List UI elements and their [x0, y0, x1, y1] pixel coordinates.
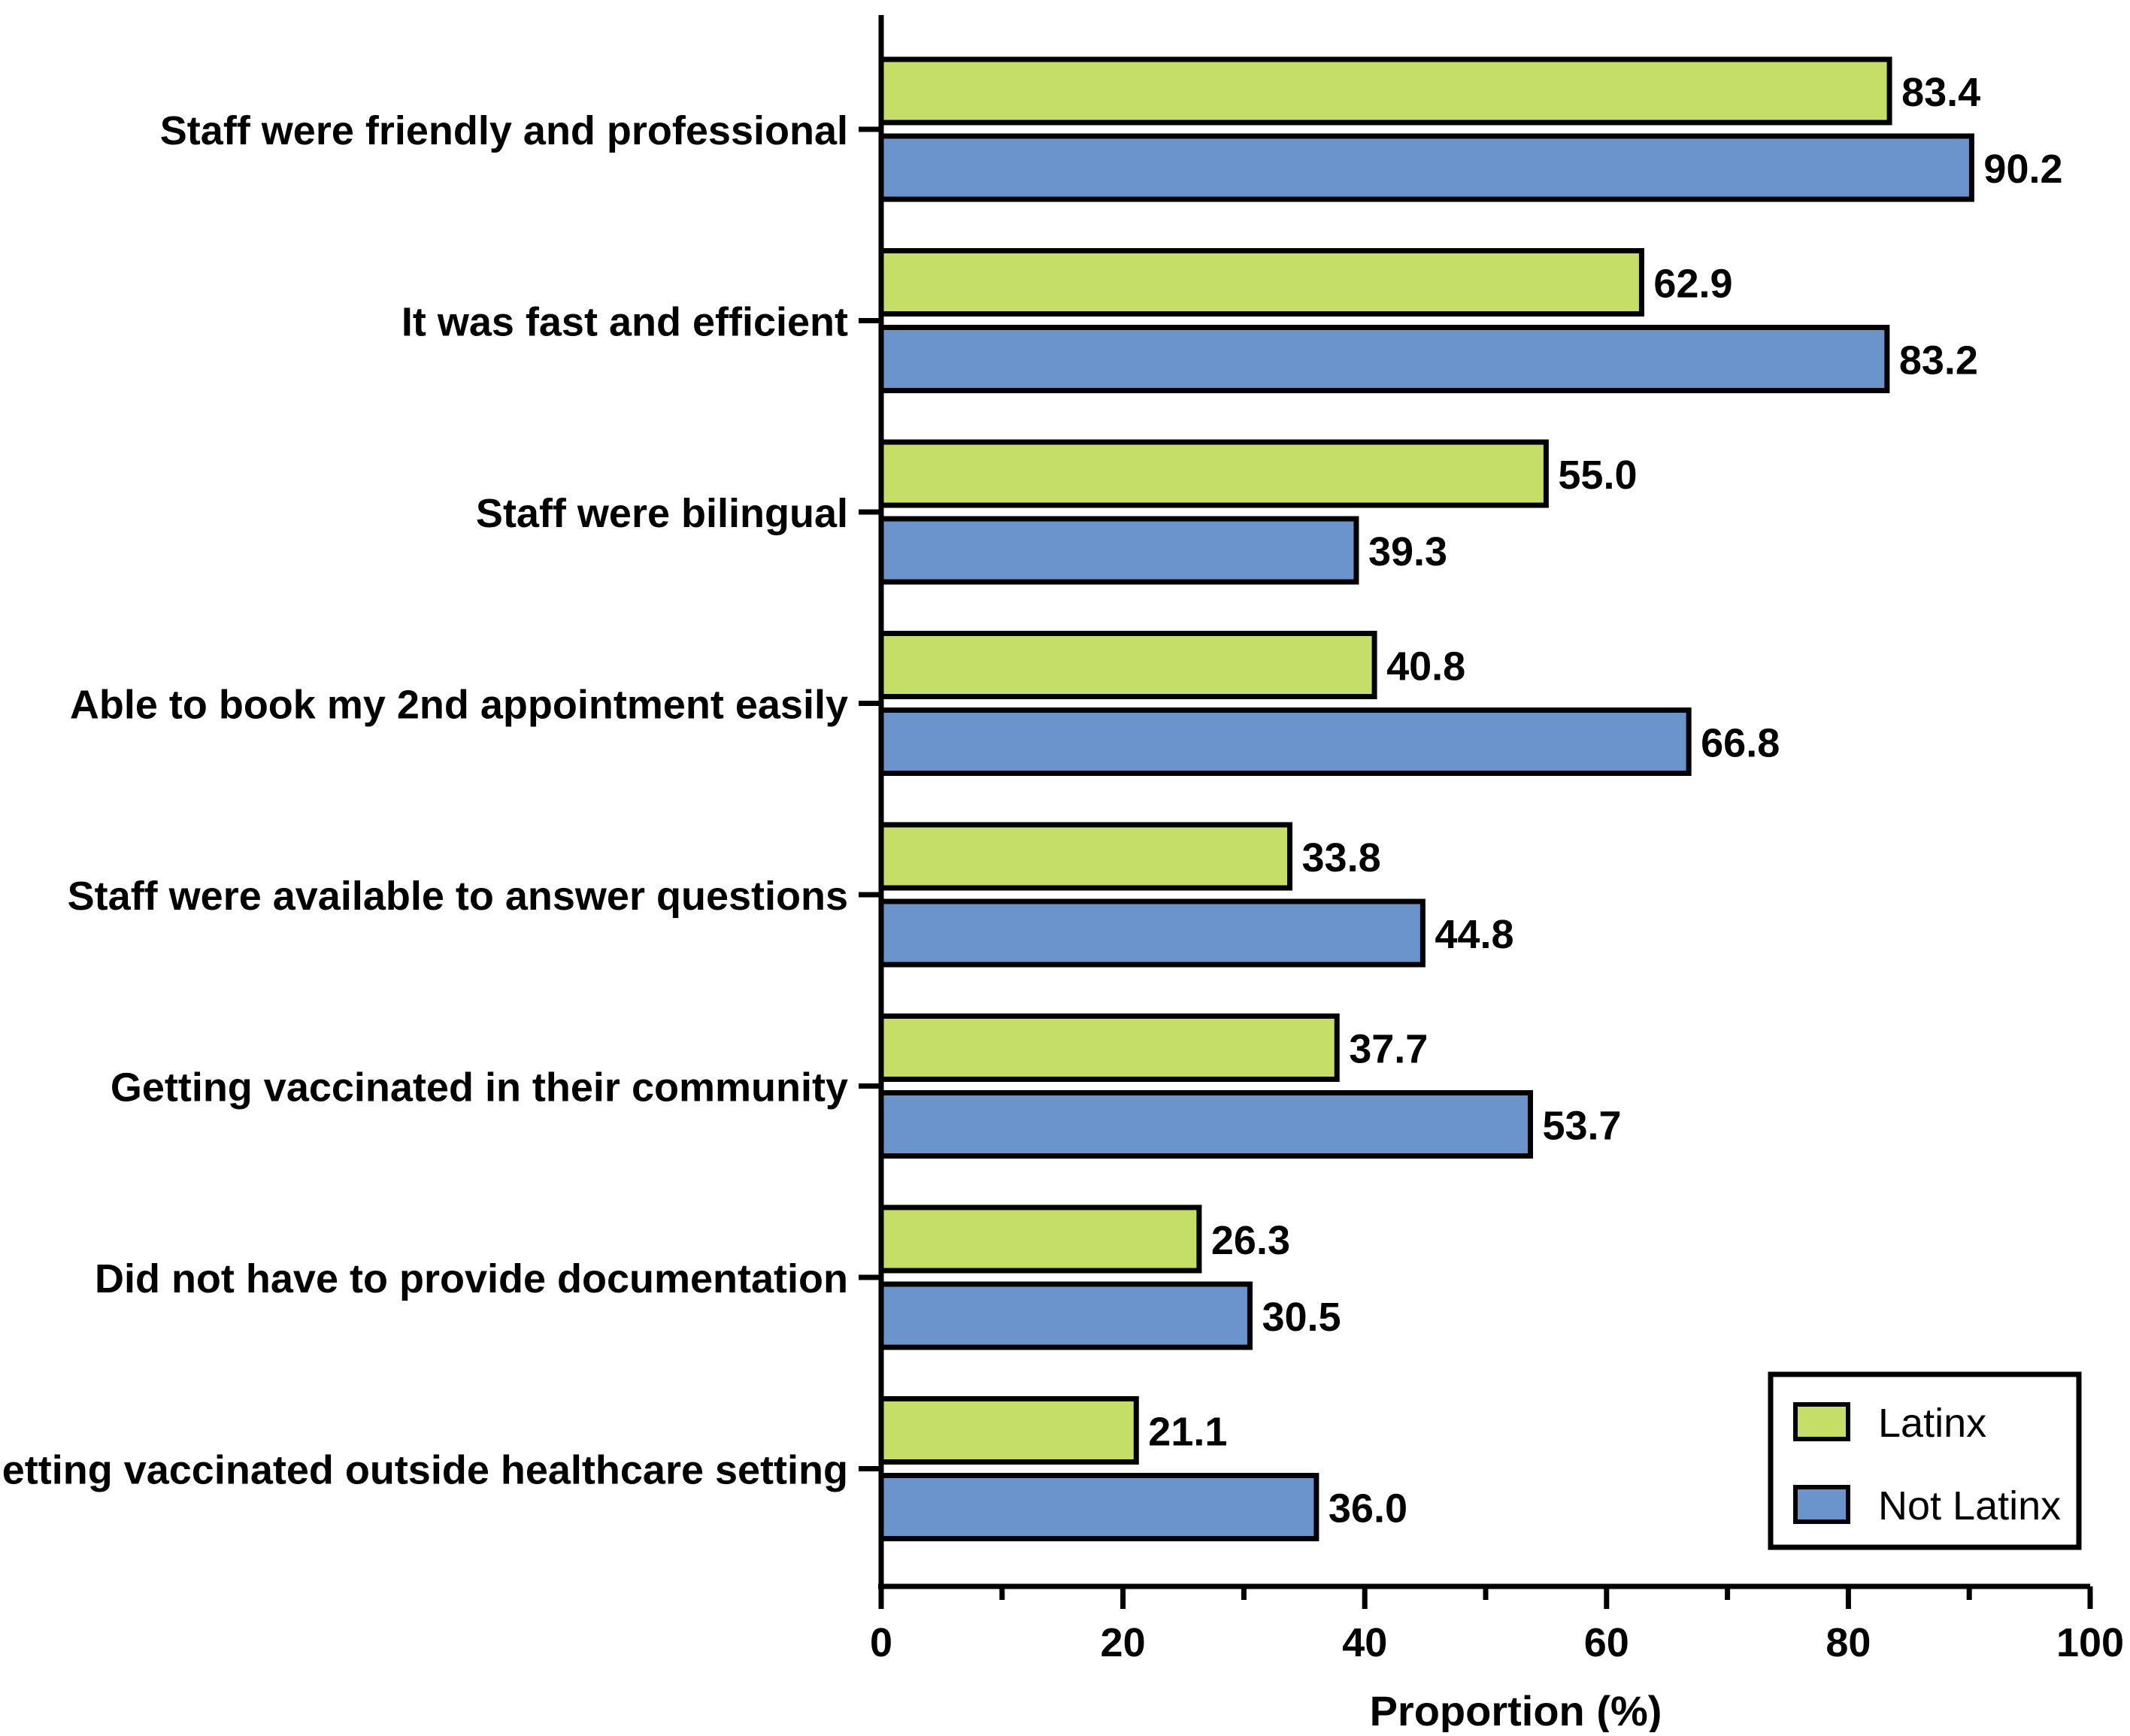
data-label: 83.2	[1899, 338, 1978, 383]
bar-latinx	[878, 1013, 1340, 1082]
bar-not-latinx	[878, 133, 1974, 202]
legend-swatch-not-latinx	[1793, 1485, 1850, 1524]
data-label: 26.3	[1211, 1218, 1290, 1263]
x-axis-title: Proportion (%)	[1370, 1687, 1662, 1732]
bar-latinx	[878, 1204, 1202, 1274]
x-tick-label: 20	[1101, 1620, 1146, 1665]
labels-layer: Staff were friendly and professional 83.4…	[0, 70, 2124, 1665]
data-label: 40.8	[1386, 644, 1465, 689]
x-tick-label: 0	[870, 1620, 892, 1665]
bar-latinx	[878, 1396, 1139, 1465]
data-label: 55.0	[1558, 453, 1637, 498]
bar-not-latinx	[878, 516, 1359, 585]
data-label: 33.8	[1302, 835, 1381, 880]
bar-latinx	[878, 631, 1377, 699]
bar-latinx	[878, 439, 1549, 508]
category-label: Did not have to provide documentation	[95, 1256, 848, 1301]
category-label: Able to book my 2nd appointment easily	[70, 683, 848, 728]
legend-swatch-latinx	[1793, 1402, 1850, 1441]
data-label: 37.7	[1349, 1027, 1428, 1072]
category-label: Getting vaccinated in their community	[111, 1065, 848, 1110]
x-tick-label: 80	[1825, 1620, 1871, 1665]
legend: Latinx Not Latinx	[1768, 1371, 2082, 1550]
bars-layer	[878, 56, 1974, 1541]
axes-layer	[859, 15, 2093, 1609]
bar-latinx	[878, 248, 1644, 317]
data-label: 62.9	[1653, 262, 1732, 307]
bar-not-latinx	[878, 707, 1692, 776]
bar-not-latinx	[878, 325, 1890, 393]
category-label: Staff were bilingual	[476, 491, 848, 536]
legend-label-latinx: Latinx	[1878, 1401, 1986, 1446]
data-label: 66.8	[1701, 721, 1780, 766]
bar-not-latinx	[878, 1281, 1253, 1350]
data-label: 36.0	[1329, 1486, 1407, 1531]
category-label: Staff were friendly and professional	[160, 108, 848, 153]
bar-not-latinx	[878, 898, 1426, 968]
x-tick-label: 60	[1584, 1620, 1629, 1665]
legend-label-not-latinx: Not Latinx	[1878, 1483, 2061, 1528]
data-label: 21.1	[1148, 1410, 1227, 1455]
bar-not-latinx	[878, 1473, 1320, 1541]
data-label: 90.2	[1983, 147, 2062, 192]
category-label: Staff were available to answer questions	[68, 874, 848, 919]
x-tick-label: 40	[1342, 1620, 1387, 1665]
bar-latinx	[878, 822, 1293, 891]
category-label: Getting vaccinated outside healthcare se…	[0, 1448, 848, 1493]
x-tick-label: 100	[2056, 1620, 2124, 1665]
data-label: 44.8	[1435, 912, 1513, 957]
category-label: It was fast and efficient	[401, 300, 848, 345]
data-label: 53.7	[1542, 1104, 1621, 1149]
data-label: 83.4	[1901, 70, 1980, 115]
data-label: 30.5	[1262, 1295, 1341, 1340]
data-label: 39.3	[1368, 529, 1447, 574]
bar-not-latinx	[878, 1090, 1533, 1159]
bar-latinx	[878, 56, 1892, 126]
